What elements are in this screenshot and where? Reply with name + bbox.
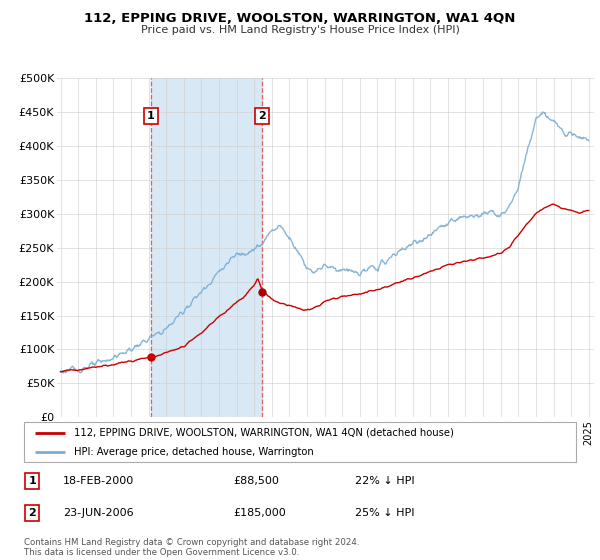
Text: 1: 1 [147,111,155,120]
Text: 23-JUN-2006: 23-JUN-2006 [62,508,133,518]
Text: 22% ↓ HPI: 22% ↓ HPI [355,476,415,486]
Text: £88,500: £88,500 [234,476,280,486]
Text: 112, EPPING DRIVE, WOOLSTON, WARRINGTON, WA1 4QN: 112, EPPING DRIVE, WOOLSTON, WARRINGTON,… [85,12,515,25]
Text: 18-FEB-2000: 18-FEB-2000 [62,476,134,486]
Bar [151,78,262,417]
Text: Contains HM Land Registry data © Crown copyright and database right 2024.
This d: Contains HM Land Registry data © Crown c… [24,538,359,557]
Text: 1: 1 [28,476,36,486]
Text: HPI: Average price, detached house, Warrington: HPI: Average price, detached house, Warr… [74,447,313,457]
Text: Price paid vs. HM Land Registry's House Price Index (HPI): Price paid vs. HM Land Registry's House … [140,25,460,35]
Text: 25% ↓ HPI: 25% ↓ HPI [355,508,415,518]
FancyBboxPatch shape [24,422,576,462]
Text: 112, EPPING DRIVE, WOOLSTON, WARRINGTON, WA1 4QN (detached house): 112, EPPING DRIVE, WOOLSTON, WARRINGTON,… [74,428,454,438]
Text: 2: 2 [28,508,36,518]
Text: 2: 2 [259,111,266,120]
Text: £185,000: £185,000 [234,508,287,518]
